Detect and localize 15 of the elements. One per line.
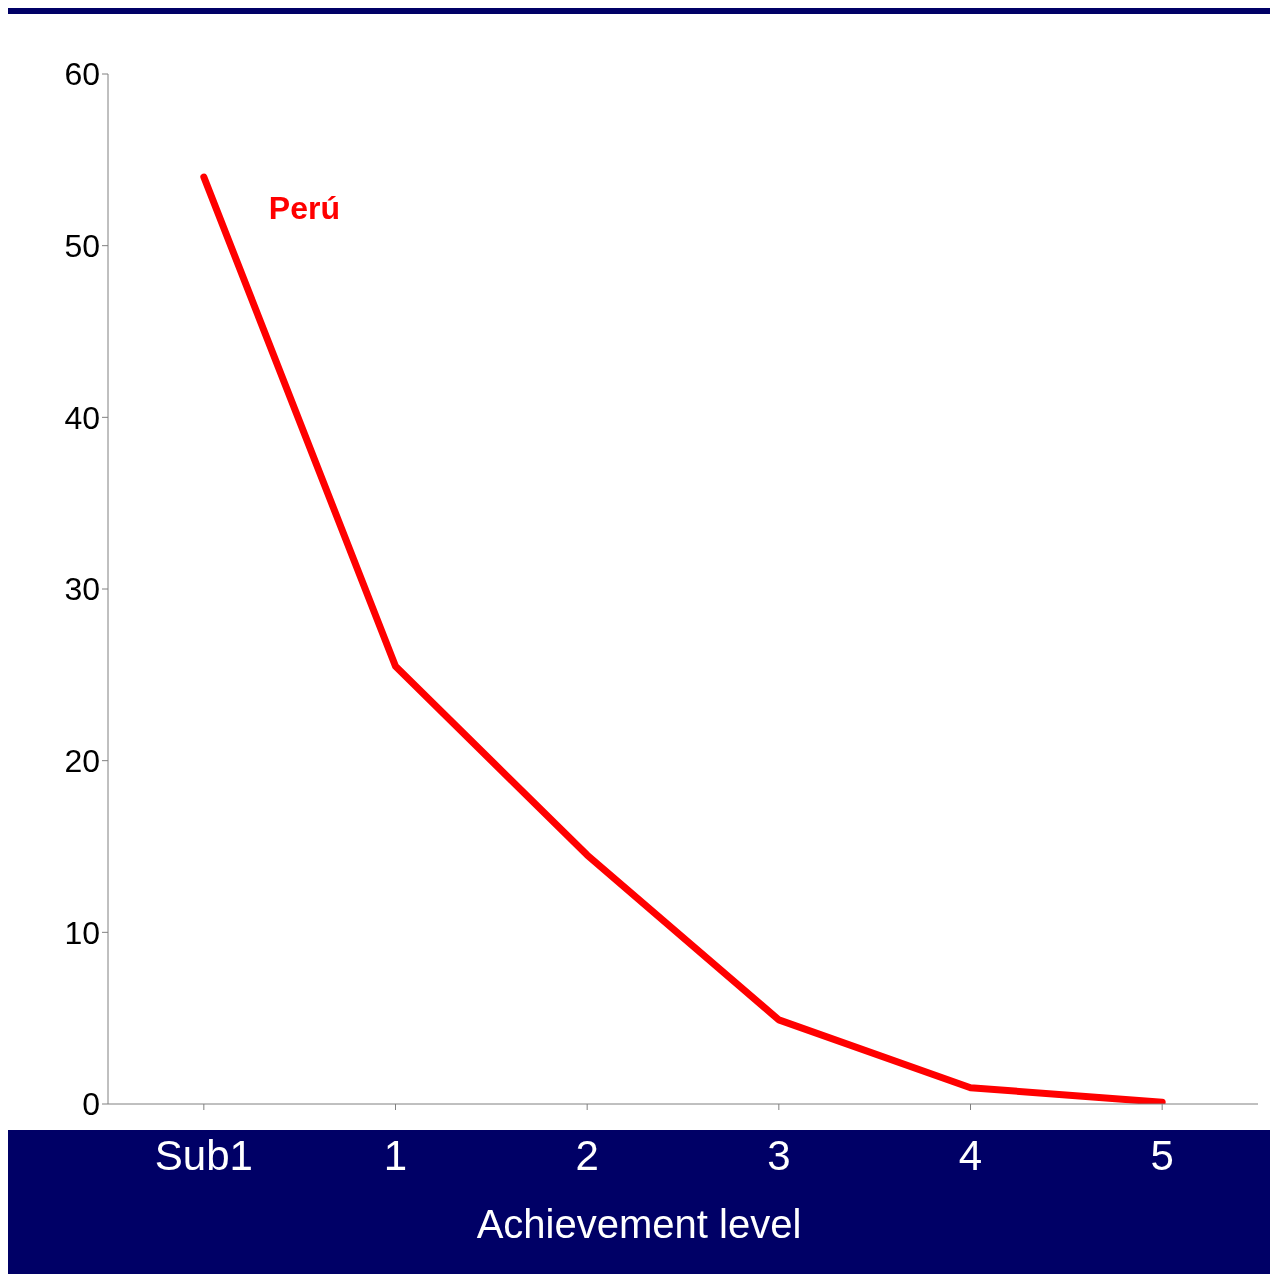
y-tick-label: 60	[64, 56, 100, 93]
y-tick-label: 40	[64, 399, 100, 436]
x-tick-label: 1	[383, 1131, 408, 1179]
y-tick-label: 0	[82, 1086, 100, 1123]
y-tick-label: 20	[64, 743, 100, 780]
x-axis-title: Achievement level	[8, 1194, 1270, 1274]
y-tick-label: 10	[64, 914, 100, 951]
y-tick-label: 30	[64, 571, 100, 608]
x-tick-label: 5	[1150, 1131, 1174, 1179]
series-label: Perú	[268, 190, 340, 226]
y-tick-label: 50	[64, 228, 100, 265]
x-tick-label: 3	[767, 1131, 791, 1179]
x-tick-label: Sub1	[154, 1131, 253, 1179]
x-tick-label: 2	[575, 1131, 599, 1179]
x-tick-label: 4	[958, 1131, 983, 1179]
